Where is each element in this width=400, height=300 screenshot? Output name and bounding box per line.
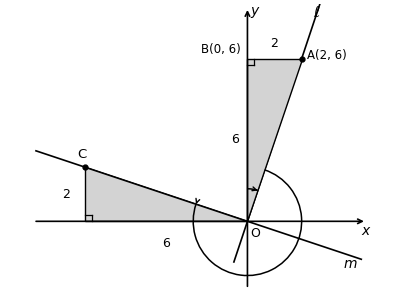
- Text: O: O: [251, 227, 260, 240]
- Polygon shape: [248, 59, 302, 221]
- Text: 2: 2: [271, 37, 278, 50]
- Polygon shape: [85, 167, 248, 221]
- Text: 2: 2: [62, 188, 70, 201]
- Text: m: m: [344, 257, 357, 271]
- Text: B(0, 6): B(0, 6): [201, 43, 241, 56]
- Text: C: C: [78, 148, 87, 161]
- Text: $\ell$: $\ell$: [313, 5, 320, 20]
- Text: y: y: [250, 4, 258, 18]
- Text: A(2, 6): A(2, 6): [307, 50, 347, 62]
- Text: x: x: [361, 224, 370, 238]
- Text: 6: 6: [162, 236, 170, 250]
- Text: 6: 6: [231, 134, 239, 146]
